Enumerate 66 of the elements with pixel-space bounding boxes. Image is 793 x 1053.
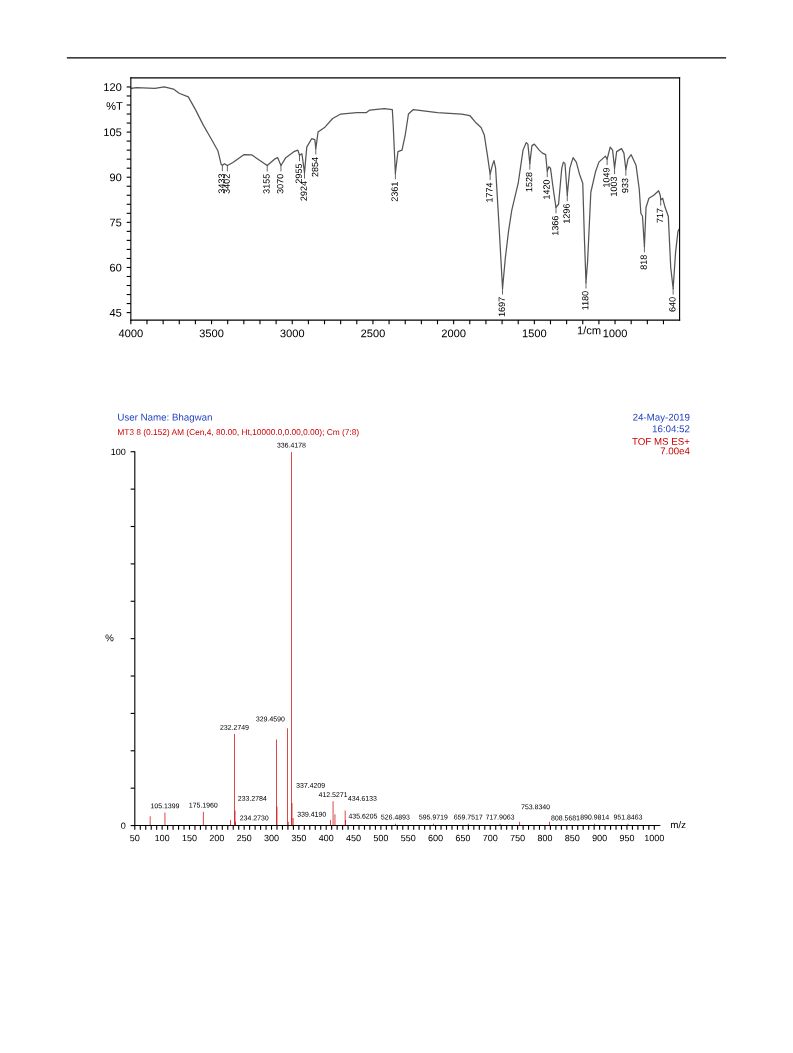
text: 16:04:52 — [652, 425, 690, 433]
x-tick-label: 200 — [209, 834, 225, 842]
x-tick-label: 850 — [565, 834, 580, 842]
x-tick-label: 100 — [155, 834, 170, 842]
text: MT3 8 (0.152) AM (Cen,4, 80.00, Ht,10000.0,0.00,0.00); Cm (7:8) — [118, 428, 359, 437]
x-tick-label: 900 — [592, 834, 607, 842]
annotation: 1296 — [563, 203, 570, 223]
annotation: 3070 — [276, 174, 284, 194]
x-axis-title: m/z — [670, 821, 686, 829]
text: 24-May-2019 — [633, 413, 690, 423]
y-tick-label: 90 — [109, 173, 122, 182]
annotation: 2361 — [391, 182, 398, 202]
x-tick-label: 4000 — [118, 329, 143, 338]
x-tick-label: 300 — [264, 834, 279, 842]
x-tick-label: 550 — [401, 834, 416, 842]
y-tick-label: 75 — [110, 218, 122, 227]
annotation: 1366 — [552, 216, 559, 236]
annotation: 1697 — [498, 297, 505, 317]
y-tick-label: 60 — [110, 263, 122, 272]
y-tick-label: 100 — [111, 448, 126, 456]
annotation: 1528 — [525, 172, 533, 192]
annotation: 3155 — [263, 174, 270, 194]
x-axis-title: 1/cm — [577, 326, 601, 335]
x-tick-label: 2000 — [441, 329, 466, 338]
annotation: 1049 — [603, 167, 610, 187]
x-tick-label: 800 — [537, 834, 553, 842]
annotation: 3402 — [223, 174, 230, 194]
x-tick-label: 400 — [318, 834, 334, 842]
x-tick-label: 250 — [237, 834, 252, 842]
x-tick-label: 700 — [483, 834, 498, 842]
annotation: 640 — [669, 297, 676, 312]
annotation: 2955 — [295, 163, 302, 184]
y-tick-label: 120 — [104, 83, 122, 92]
annotation: 1420 — [543, 179, 550, 199]
y-tick-label: 45 — [109, 308, 122, 317]
x-tick-label: 1500 — [522, 329, 547, 338]
x-tick-label: 50 — [130, 834, 140, 842]
x-tick-label: 350 — [291, 834, 307, 842]
annotation: 1774 — [486, 182, 493, 202]
annotation: 3433 — [218, 173, 225, 194]
y-tick-label: 0 — [121, 822, 126, 829]
annotation: 2854 — [311, 157, 319, 177]
x-tick-label: 150 — [182, 834, 197, 842]
x-tick-label: 2500 — [361, 329, 385, 338]
annotation: 818 — [640, 255, 647, 270]
x-tick-label: 3500 — [199, 329, 224, 338]
x-tick-label: 650 — [455, 834, 471, 842]
annotation: 1180 — [582, 291, 589, 310]
text: User Name: Bhagwan — [118, 413, 212, 423]
x-tick-label: 600 — [428, 834, 443, 842]
annotation: 2924 — [300, 181, 307, 201]
y-axis-title: %T — [106, 102, 123, 110]
text: 7.00e4 — [660, 447, 690, 455]
x-tick-label: 3000 — [280, 329, 305, 338]
x-tick-label: 950 — [619, 834, 635, 842]
text: TOF MS ES+ — [632, 437, 690, 445]
x-tick-label: 450 — [346, 834, 361, 842]
x-tick-label: 1000 — [603, 329, 627, 338]
y-axis-title: % — [105, 634, 114, 642]
annotation: 933 — [621, 178, 629, 193]
x-tick-label: 750 — [510, 834, 525, 842]
annotation: 717 — [656, 208, 664, 223]
annotation: 1003 — [610, 176, 617, 196]
x-tick-label: 500 — [373, 834, 389, 842]
x-tick-label: 1000 — [644, 834, 664, 842]
y-tick-label: 105 — [104, 128, 122, 137]
